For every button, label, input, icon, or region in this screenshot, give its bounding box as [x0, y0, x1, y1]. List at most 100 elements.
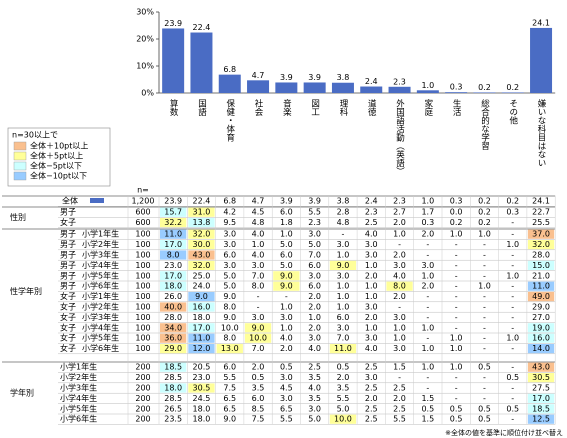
cell: 28.5 [164, 394, 182, 403]
value-label: 1.0 [421, 81, 434, 90]
cell: 3.9 [308, 197, 321, 206]
cell: 36.0 [164, 334, 182, 343]
cell: 24.1 [532, 197, 550, 206]
cell: 12.0 [193, 344, 211, 353]
cell: 0.5 [252, 373, 265, 382]
cell: 11.0 [532, 282, 550, 291]
cell-highlight [329, 344, 357, 354]
cell: 10.0 [334, 415, 352, 424]
bar [162, 28, 185, 93]
row-label: 小学2年生 [82, 302, 119, 312]
cell: - [483, 303, 486, 312]
cell: 13.0 [221, 344, 239, 353]
row-label: 小学5年生 [82, 333, 119, 343]
cell: 2.5 [308, 363, 321, 372]
cell: 28.0 [164, 313, 182, 322]
legend-label: 全体−5pt以下 [30, 161, 82, 171]
cell-highlight [273, 281, 300, 291]
cell: 3.0 [393, 313, 406, 322]
cell-highlight [329, 260, 357, 270]
cell: 16.0 [532, 334, 550, 343]
cell: 18.0 [164, 282, 182, 291]
cell: 4.0 [365, 230, 378, 239]
cell: 24.5 [193, 394, 211, 403]
bar [303, 82, 326, 93]
row-label: 男子 [60, 282, 76, 291]
cell: 1.5 [421, 415, 434, 424]
value-label: 2.3 [393, 77, 406, 86]
cell: 2.4 [365, 197, 378, 206]
cell: 9.0 [195, 292, 208, 301]
category-label: 理科 [338, 99, 348, 117]
value-label: 0.2 [506, 83, 519, 92]
cell: 18.0 [193, 313, 211, 322]
cell: 3.9 [280, 197, 293, 206]
bar [275, 82, 298, 93]
row-label: 小学3年生 [60, 383, 97, 393]
cell-highlight [160, 250, 187, 260]
cell: - [511, 292, 514, 301]
cell: - [511, 394, 514, 403]
cell: - [398, 240, 401, 249]
cell: 6.0 [280, 208, 293, 217]
cell: - [455, 394, 458, 403]
legend-swatch [13, 141, 27, 151]
cell: 8.0 [223, 303, 236, 312]
cell: 15.7 [164, 208, 182, 217]
row-n: 200 [135, 363, 150, 372]
row-n: 200 [135, 394, 150, 403]
cell: 2.5 [365, 404, 378, 413]
cell-highlight [188, 344, 215, 354]
row-n: 100 [135, 323, 150, 332]
cell: 0.5 [450, 404, 463, 413]
cell: 5.5 [280, 415, 293, 424]
cell-highlight [160, 281, 187, 291]
cell-highlight [329, 414, 357, 424]
row-label: 小学4年生 [82, 260, 119, 270]
cell: 18.0 [193, 415, 211, 424]
cell: 2.0 [252, 363, 265, 372]
cell: 11.0 [193, 334, 211, 343]
row-n: 1,200 [132, 197, 155, 206]
cell: 28.0 [532, 251, 550, 260]
cell-highlight [188, 333, 215, 343]
cell: 1.0 [393, 230, 406, 239]
category-label: 家庭 [423, 98, 433, 117]
cell-highlight [527, 393, 555, 403]
cell: 9.5 [223, 218, 236, 227]
bar [360, 86, 383, 93]
cell: 30.0 [193, 240, 211, 249]
cell: 11.0 [164, 230, 182, 239]
group-label: 学年別 [10, 388, 34, 398]
row-label: 小学2年生 [60, 372, 97, 382]
cell: 1.0 [450, 334, 463, 343]
cell: 32.0 [532, 240, 550, 249]
cell: 3.0 [365, 334, 378, 343]
cell: 6.0 [223, 251, 236, 260]
cell: 2.0 [393, 251, 406, 260]
legend-title: n=30以上で [12, 131, 58, 140]
cell: 5.0 [308, 415, 321, 424]
cell: 1.0 [450, 363, 463, 372]
row-n: 100 [135, 251, 150, 260]
cell: - [483, 323, 486, 332]
bar [331, 82, 354, 93]
row-n: 100 [135, 334, 150, 343]
cell: 3.0 [280, 373, 293, 382]
cell: 3.0 [308, 334, 321, 343]
cell-highlight [527, 344, 555, 354]
cell: 2.5 [393, 404, 406, 413]
cell-highlight [160, 362, 187, 372]
row-label: 小学1年生 [60, 362, 97, 372]
category-label: 社会 [253, 98, 263, 117]
row-label: 男子 [60, 261, 76, 270]
cell: 6.0 [252, 394, 265, 403]
cell: 5.0 [280, 261, 293, 270]
cell: - [398, 373, 401, 382]
cell-highlight [160, 383, 187, 393]
group-label: 性別 [10, 212, 26, 222]
cell-highlight [527, 414, 555, 424]
cell: 6.5 [223, 394, 236, 403]
cell: 1.0 [506, 334, 519, 343]
row-label: 小学4年生 [82, 322, 119, 332]
